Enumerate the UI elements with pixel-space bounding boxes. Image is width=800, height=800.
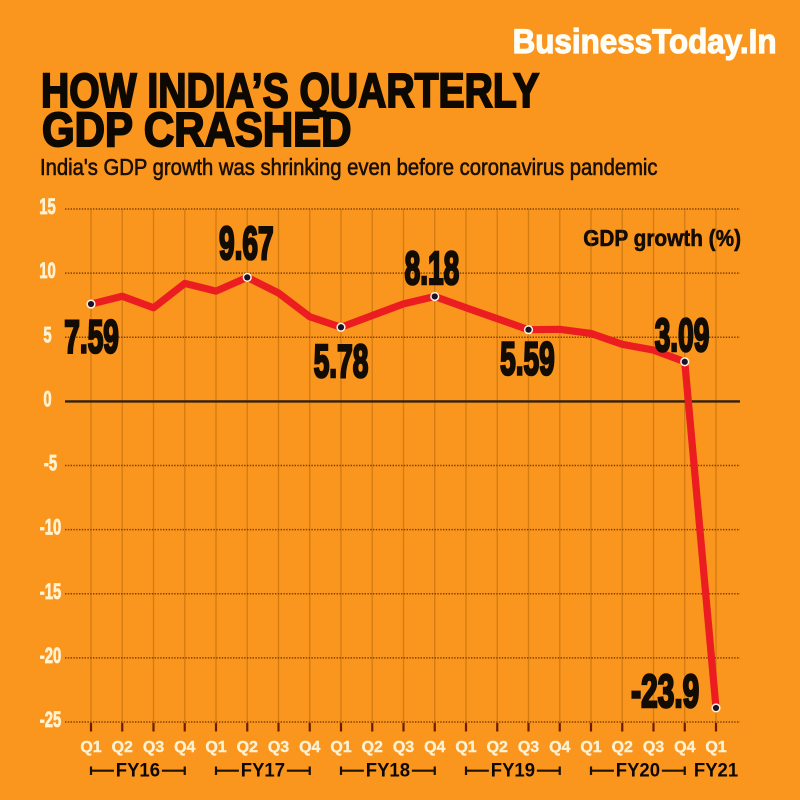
svg-text:BusinessToday.In: BusinessToday.In [513,22,777,61]
svg-text:FY16: FY16 [116,760,160,782]
svg-text:FY21: FY21 [694,760,739,782]
svg-text:Q4: Q4 [674,739,695,756]
svg-text:Q4: Q4 [424,739,445,756]
svg-text:Q3: Q3 [518,739,539,756]
svg-text:5.78: 5.78 [314,337,369,388]
svg-text:India's GDP growth was shrinki: India's GDP growth was shrinking even be… [40,154,658,181]
svg-text:7.59: 7.59 [64,313,119,364]
svg-text:15: 15 [39,195,56,220]
svg-text:3.09: 3.09 [655,311,710,362]
svg-text:GDP CRASHED: GDP CRASHED [42,102,351,156]
svg-text:10: 10 [39,259,56,284]
svg-text:-25: -25 [40,708,62,733]
svg-text:Q4: Q4 [174,739,195,756]
svg-text:8.18: 8.18 [405,244,460,295]
svg-text:Q2: Q2 [362,739,383,756]
svg-text:Q1: Q1 [80,739,101,756]
svg-text:FY18: FY18 [366,760,410,782]
svg-text:Q3: Q3 [268,739,289,756]
svg-text:Q1: Q1 [455,739,476,756]
svg-text:Q2: Q2 [612,739,633,756]
svg-text:FY17: FY17 [241,760,285,782]
svg-text:Q1: Q1 [330,739,351,756]
svg-text:Q3: Q3 [143,739,164,756]
svg-text:Q2: Q2 [112,739,133,756]
svg-text:0: 0 [43,388,51,413]
svg-text:-10: -10 [40,516,61,541]
svg-text:HOW INDIA’S QUARTERLY: HOW INDIA’S QUARTERLY [41,64,539,118]
svg-text:Q1: Q1 [705,739,726,756]
svg-text:-23.9: -23.9 [631,667,699,718]
svg-text:5.59: 5.59 [500,334,555,385]
svg-text:5: 5 [43,323,52,348]
svg-text:Q1: Q1 [205,739,226,756]
svg-text:FY20: FY20 [616,760,660,782]
svg-text:Q1: Q1 [580,739,601,756]
svg-text:FY19: FY19 [491,760,535,782]
svg-text:-15: -15 [40,580,62,605]
svg-text:Q4: Q4 [299,739,320,756]
svg-text:-20: -20 [40,644,61,669]
svg-text:Q3: Q3 [393,739,414,756]
svg-text:Q4: Q4 [549,739,570,756]
svg-text:Q3: Q3 [643,739,664,756]
svg-text:Q2: Q2 [237,739,258,756]
svg-text:9.67: 9.67 [219,219,274,270]
svg-text:-5: -5 [44,452,58,477]
svg-text:Q2: Q2 [487,739,508,756]
svg-text:GDP growth (%): GDP growth (%) [583,225,741,251]
